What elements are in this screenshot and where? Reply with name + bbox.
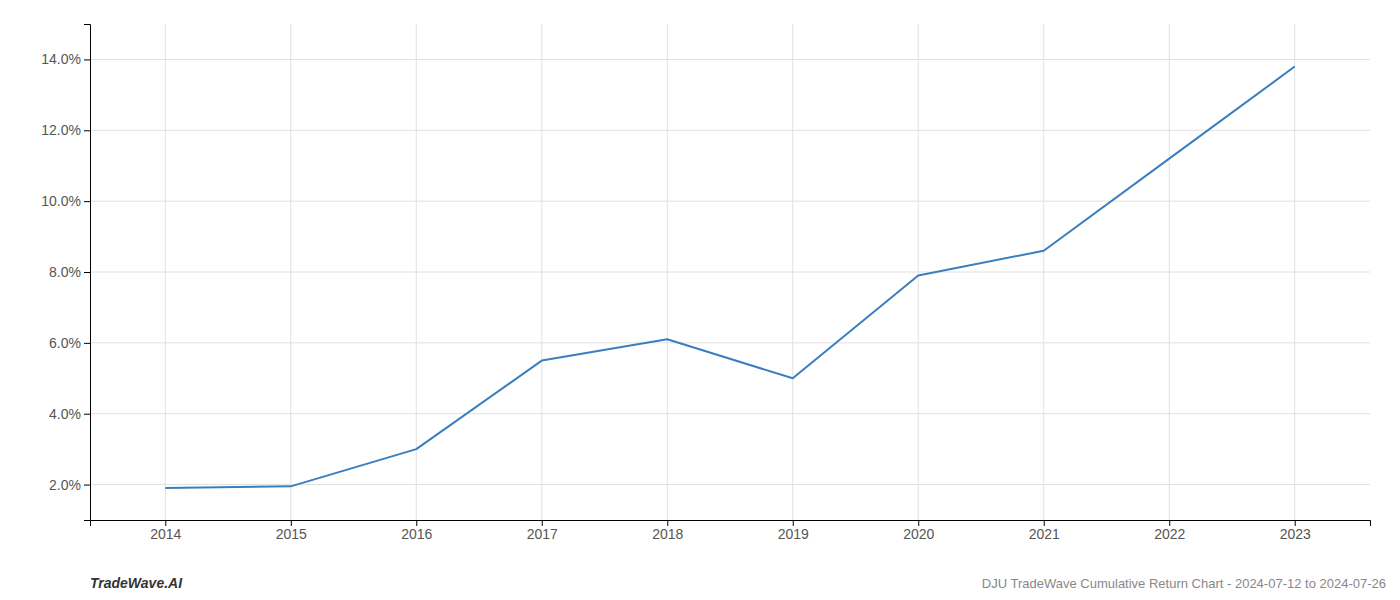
y-axis-line: [84, 25, 91, 521]
y-tick: 4.0%: [49, 406, 90, 422]
watermark: TradeWave.AI: [90, 575, 183, 591]
y-tick: 8.0%: [49, 264, 90, 280]
x-tick: 2014: [150, 520, 181, 542]
chart: 2014 2015 2016 2017 2018 2019 2020 2021 2022 2023…: [0, 0, 1400, 600]
x-tick: 2020: [903, 520, 934, 542]
y-tick-label: 12.0%: [41, 122, 81, 138]
y-tick-mark: [84, 59, 90, 60]
grid-line-y: [90, 342, 1370, 343]
y-tick: 10.0%: [41, 193, 90, 209]
x-tick-label: 2014: [150, 526, 181, 542]
x-tick: 2021: [1029, 520, 1060, 542]
y-tick-label: 4.0%: [49, 406, 81, 422]
y-tick-label: 8.0%: [49, 264, 81, 280]
x-tick: 2016: [401, 520, 432, 542]
y-tick-label: 10.0%: [41, 193, 81, 209]
x-tick-label: 2023: [1280, 526, 1311, 542]
x-axis: 2014 2015 2016 2017 2018 2019 2020 2021 2022 2023: [91, 520, 1371, 542]
plot-area: [165, 67, 1294, 489]
y-tick-label: 6.0%: [49, 335, 81, 351]
grid: [90, 24, 1370, 520]
x-tick: 2018: [652, 520, 683, 542]
y-tick: 14.0%: [41, 51, 90, 67]
x-tick-label: 2021: [1029, 526, 1060, 542]
grid-line-y: [90, 59, 1370, 60]
grid-line-y: [90, 413, 1370, 414]
y-tick-mark: [84, 201, 90, 202]
y-tick-mark: [84, 414, 90, 415]
y-tick: 6.0%: [49, 335, 90, 351]
y-tick-mark: [84, 485, 90, 486]
grid-line-y: [90, 201, 1370, 202]
y-tick-mark: [84, 272, 90, 273]
title: DJU TradeWave Cumulative Return Chart - …: [982, 576, 1386, 591]
y-tick-label: 2.0%: [49, 477, 81, 493]
data-line: [165, 67, 1294, 489]
y-tick: 2.0%: [49, 477, 90, 493]
y-tick: 12.0%: [41, 122, 90, 138]
x-tick: 2017: [527, 520, 558, 542]
x-tick: 2023: [1280, 520, 1311, 542]
grid-line-y: [90, 130, 1370, 131]
x-tick: 2015: [276, 520, 307, 542]
x-tick-label: 2020: [903, 526, 934, 542]
x-tick: 2022: [1154, 520, 1185, 542]
y-tick-mark: [84, 130, 90, 131]
y-tick-mark: [84, 343, 90, 344]
grid-line-y: [90, 272, 1370, 273]
x-tick: 2019: [778, 520, 809, 542]
x-tick-label: 2018: [652, 526, 683, 542]
grid-line-y: [90, 484, 1370, 485]
x-tick-label: 2016: [401, 526, 432, 542]
x-tick-label: 2015: [276, 526, 307, 542]
x-tick-label: 2017: [527, 526, 558, 542]
y-axis: 2.0% 4.0% 6.0% 8.0% 10.0% 12.0% 14.0%: [41, 25, 90, 521]
x-tick-label: 2019: [778, 526, 809, 542]
y-tick-label: 14.0%: [41, 51, 81, 67]
x-tick-label: 2022: [1154, 526, 1185, 542]
